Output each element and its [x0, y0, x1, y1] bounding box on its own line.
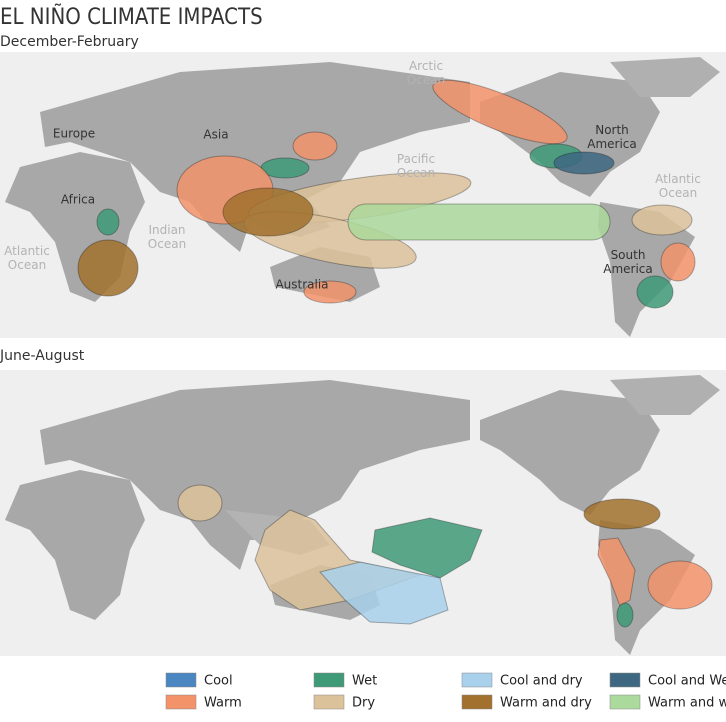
- map-label: Indian Ocean: [148, 223, 186, 251]
- map-label: Arctic Ocean: [407, 59, 445, 87]
- legend-label: Dry: [352, 696, 375, 711]
- legend-label: Warm and wet: [648, 696, 726, 711]
- legend-label: Warm and dry: [500, 696, 592, 711]
- subtitle-summer: June-August: [0, 348, 85, 364]
- map-label: Australia: [275, 278, 328, 292]
- legend-label: Cool and dry: [500, 674, 583, 689]
- map-label: Atlantic Ocean: [4, 244, 50, 272]
- legend-swatch: [461, 694, 493, 710]
- impacts-winter: [77, 79, 696, 309]
- map-label: Asia: [203, 128, 228, 142]
- map-label: South America: [603, 248, 653, 276]
- legend-swatch: [165, 672, 197, 688]
- legend-swatch: [313, 672, 345, 688]
- subtitle: December-February: [0, 34, 139, 50]
- map-label: Atlantic Ocean: [655, 172, 701, 200]
- legend-swatch: [461, 672, 493, 688]
- legend-swatch: [165, 694, 197, 710]
- legend-swatch: [609, 694, 641, 710]
- legend-label: Cool and Wet: [648, 674, 726, 689]
- legend-label: Wet: [352, 674, 377, 689]
- map-label: Africa: [61, 193, 95, 207]
- map-label: Europe: [53, 127, 95, 141]
- legend-label: Warm: [204, 696, 242, 711]
- legend-swatch: [609, 672, 641, 688]
- legend: Cool Wet Cool and dry Cool and Wet Warm Dry Wa…: [165, 672, 726, 711]
- legend-label: Cool: [204, 674, 233, 689]
- map-label: North America: [587, 123, 637, 151]
- impacts-summer: [177, 484, 713, 628]
- map-label: Pacific Ocean: [397, 152, 435, 180]
- title: EL NIÑO CLIMATE IMPACTS: [0, 3, 263, 30]
- legend-swatch: [313, 694, 345, 710]
